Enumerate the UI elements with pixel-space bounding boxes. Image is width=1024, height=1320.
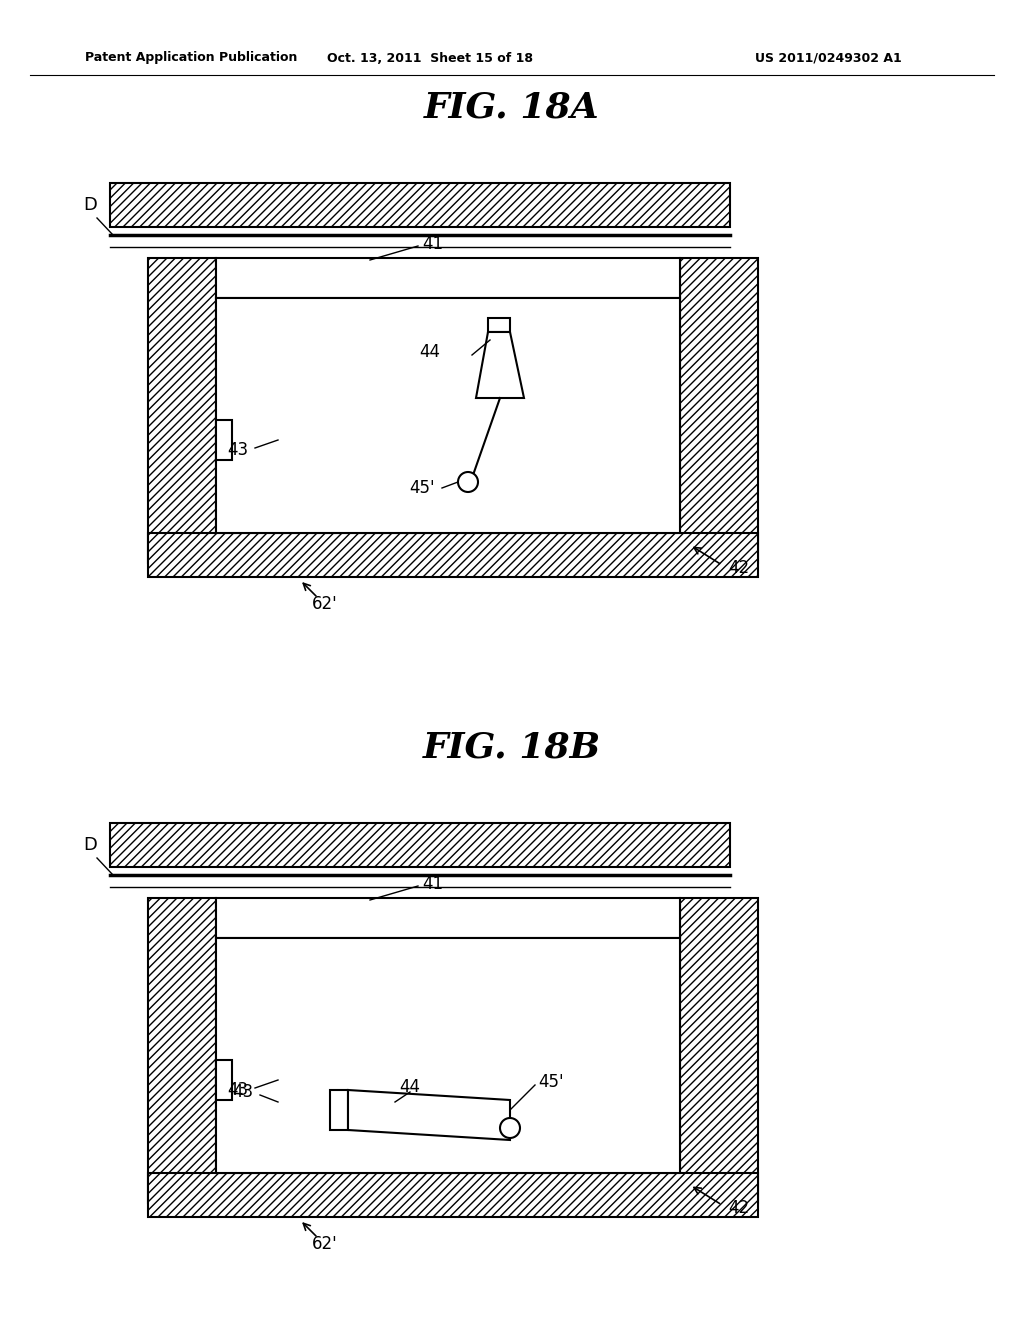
Text: 41: 41 (422, 235, 443, 253)
FancyBboxPatch shape (216, 257, 680, 298)
Text: Oct. 13, 2011  Sheet 15 of 18: Oct. 13, 2011 Sheet 15 of 18 (327, 51, 534, 65)
Text: 45': 45' (538, 1073, 563, 1092)
Text: D: D (83, 195, 97, 214)
FancyBboxPatch shape (148, 533, 758, 577)
Text: Patent Application Publication: Patent Application Publication (85, 51, 297, 65)
Text: FIG. 18B: FIG. 18B (423, 731, 601, 766)
FancyBboxPatch shape (148, 1173, 758, 1217)
Polygon shape (476, 333, 524, 399)
Polygon shape (216, 420, 232, 459)
FancyBboxPatch shape (148, 898, 216, 1203)
Text: 43: 43 (227, 1081, 248, 1100)
Text: 42: 42 (728, 1199, 750, 1217)
Text: 44: 44 (399, 1078, 421, 1096)
Text: FIG. 18A: FIG. 18A (424, 91, 600, 125)
Polygon shape (348, 1090, 510, 1140)
Polygon shape (330, 1090, 348, 1130)
Text: 41: 41 (422, 875, 443, 894)
Circle shape (500, 1118, 520, 1138)
FancyBboxPatch shape (216, 939, 680, 1173)
FancyBboxPatch shape (216, 298, 680, 533)
Text: 62': 62' (312, 1236, 338, 1253)
FancyBboxPatch shape (680, 898, 758, 1203)
Text: 43: 43 (227, 441, 248, 459)
Polygon shape (216, 1060, 232, 1100)
Text: 43: 43 (231, 1082, 253, 1101)
Text: 45': 45' (410, 479, 435, 498)
Text: D: D (83, 836, 97, 854)
Text: 62': 62' (312, 595, 338, 612)
Text: US 2011/0249302 A1: US 2011/0249302 A1 (755, 51, 902, 65)
Text: 44: 44 (419, 343, 440, 360)
FancyBboxPatch shape (110, 183, 730, 227)
Polygon shape (488, 318, 510, 333)
FancyBboxPatch shape (148, 257, 216, 564)
FancyBboxPatch shape (110, 822, 730, 867)
Text: 42: 42 (728, 558, 750, 577)
Circle shape (458, 473, 478, 492)
FancyBboxPatch shape (216, 898, 680, 939)
FancyBboxPatch shape (680, 257, 758, 564)
